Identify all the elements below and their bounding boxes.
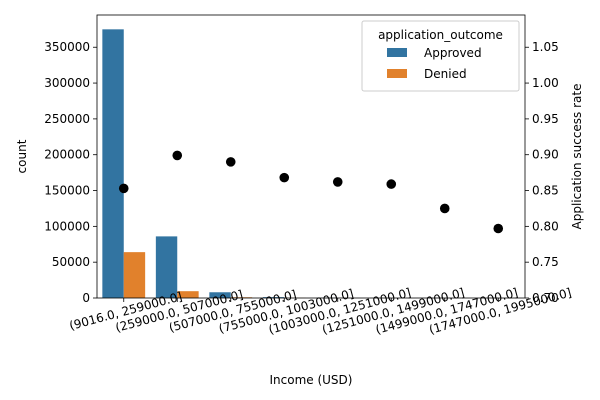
y-tick-label-4: 200000 [44, 148, 90, 162]
success-rate-point-6 [439, 203, 450, 214]
y-tick-label-7: 350000 [44, 40, 90, 54]
success-rate-point-0 [118, 183, 129, 194]
legend-title: application_outcome [378, 28, 503, 42]
y2-tick-label-4: 0.90 [532, 148, 559, 162]
y-tick-label-0: 0 [82, 291, 90, 305]
success-rate-point-4 [332, 177, 343, 187]
y-tick-label-5: 250000 [44, 112, 90, 126]
success-rate-point-7 [493, 223, 504, 234]
success-rate-point-1 [172, 150, 183, 161]
legend-swatch-denied [387, 69, 407, 78]
bar-denied-0 [123, 252, 146, 298]
y2-tick-label-0: 0.70 [532, 291, 559, 305]
bar-approved-1 [155, 236, 178, 298]
y2-tick-label-7: 1.05 [532, 40, 559, 54]
y-tick-label-1: 50000 [52, 255, 90, 269]
y2-tick-label-2: 0.80 [532, 219, 559, 233]
plot-frame [96, 14, 526, 299]
success-rate-points [118, 150, 504, 234]
x-axis-ticks: (9016.0, 259000.0](259000.0, 507000.0](5… [68, 285, 573, 337]
y-tick-label-2: 100000 [44, 219, 90, 233]
success-rate-point-2 [225, 157, 236, 167]
bar-denied-1 [177, 291, 199, 298]
y2-tick-label-3: 0.85 [532, 184, 559, 198]
y2-tick-label-6: 1.00 [532, 76, 559, 90]
y2-axis-label: Application success rate [570, 84, 584, 230]
legend: application_outcome Approved Denied [361, 20, 520, 92]
bar-approved-3 [262, 297, 285, 298]
bars-layer [102, 29, 520, 299]
bar-approved-2 [209, 292, 231, 298]
y2-tick-label-1: 0.75 [532, 255, 559, 269]
legend-label-approved: Approved [424, 46, 482, 60]
success-rate-point-3 [279, 172, 290, 183]
y-axis-ticks: 0 50000 100000 150000 200000 250000 300000 3500… [44, 40, 97, 305]
y-axis-label: count [15, 139, 29, 173]
legend-swatch-approved [387, 48, 407, 57]
y-tick-label-6: 300000 [44, 76, 90, 90]
x-axis-label: Income (USD) [270, 373, 353, 387]
y-tick-label-3: 150000 [44, 184, 90, 198]
bar-approved-0 [102, 29, 124, 299]
y2-axis-ticks: 0.70 0.75 0.80 0.85 0.90 0.95 1.00 1.05 [525, 40, 559, 305]
y2-tick-label-5: 0.95 [532, 112, 559, 126]
legend-label-denied: Denied [424, 67, 467, 81]
success-rate-point-5 [386, 179, 397, 189]
